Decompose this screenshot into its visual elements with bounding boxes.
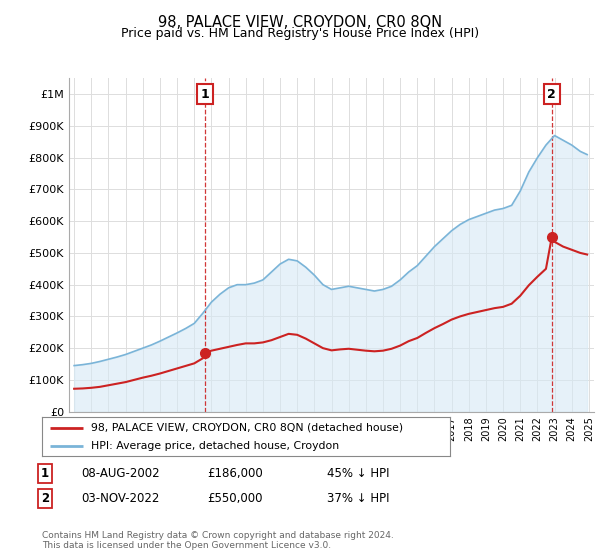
Text: 03-NOV-2022: 03-NOV-2022 bbox=[81, 492, 160, 505]
Text: Price paid vs. HM Land Registry's House Price Index (HPI): Price paid vs. HM Land Registry's House … bbox=[121, 27, 479, 40]
Text: HPI: Average price, detached house, Croydon: HPI: Average price, detached house, Croy… bbox=[91, 441, 339, 451]
Text: 08-AUG-2002: 08-AUG-2002 bbox=[81, 466, 160, 480]
Text: 1: 1 bbox=[200, 88, 209, 101]
Text: 37% ↓ HPI: 37% ↓ HPI bbox=[327, 492, 389, 505]
Text: £186,000: £186,000 bbox=[207, 466, 263, 480]
Text: 45% ↓ HPI: 45% ↓ HPI bbox=[327, 466, 389, 480]
Text: 98, PALACE VIEW, CROYDON, CR0 8QN: 98, PALACE VIEW, CROYDON, CR0 8QN bbox=[158, 15, 442, 30]
Text: £550,000: £550,000 bbox=[207, 492, 263, 505]
Text: 2: 2 bbox=[547, 88, 556, 101]
Text: Contains HM Land Registry data © Crown copyright and database right 2024.
This d: Contains HM Land Registry data © Crown c… bbox=[42, 531, 394, 550]
Text: 1: 1 bbox=[41, 466, 49, 480]
Text: 2: 2 bbox=[41, 492, 49, 505]
Text: 98, PALACE VIEW, CROYDON, CR0 8QN (detached house): 98, PALACE VIEW, CROYDON, CR0 8QN (detac… bbox=[91, 423, 403, 433]
